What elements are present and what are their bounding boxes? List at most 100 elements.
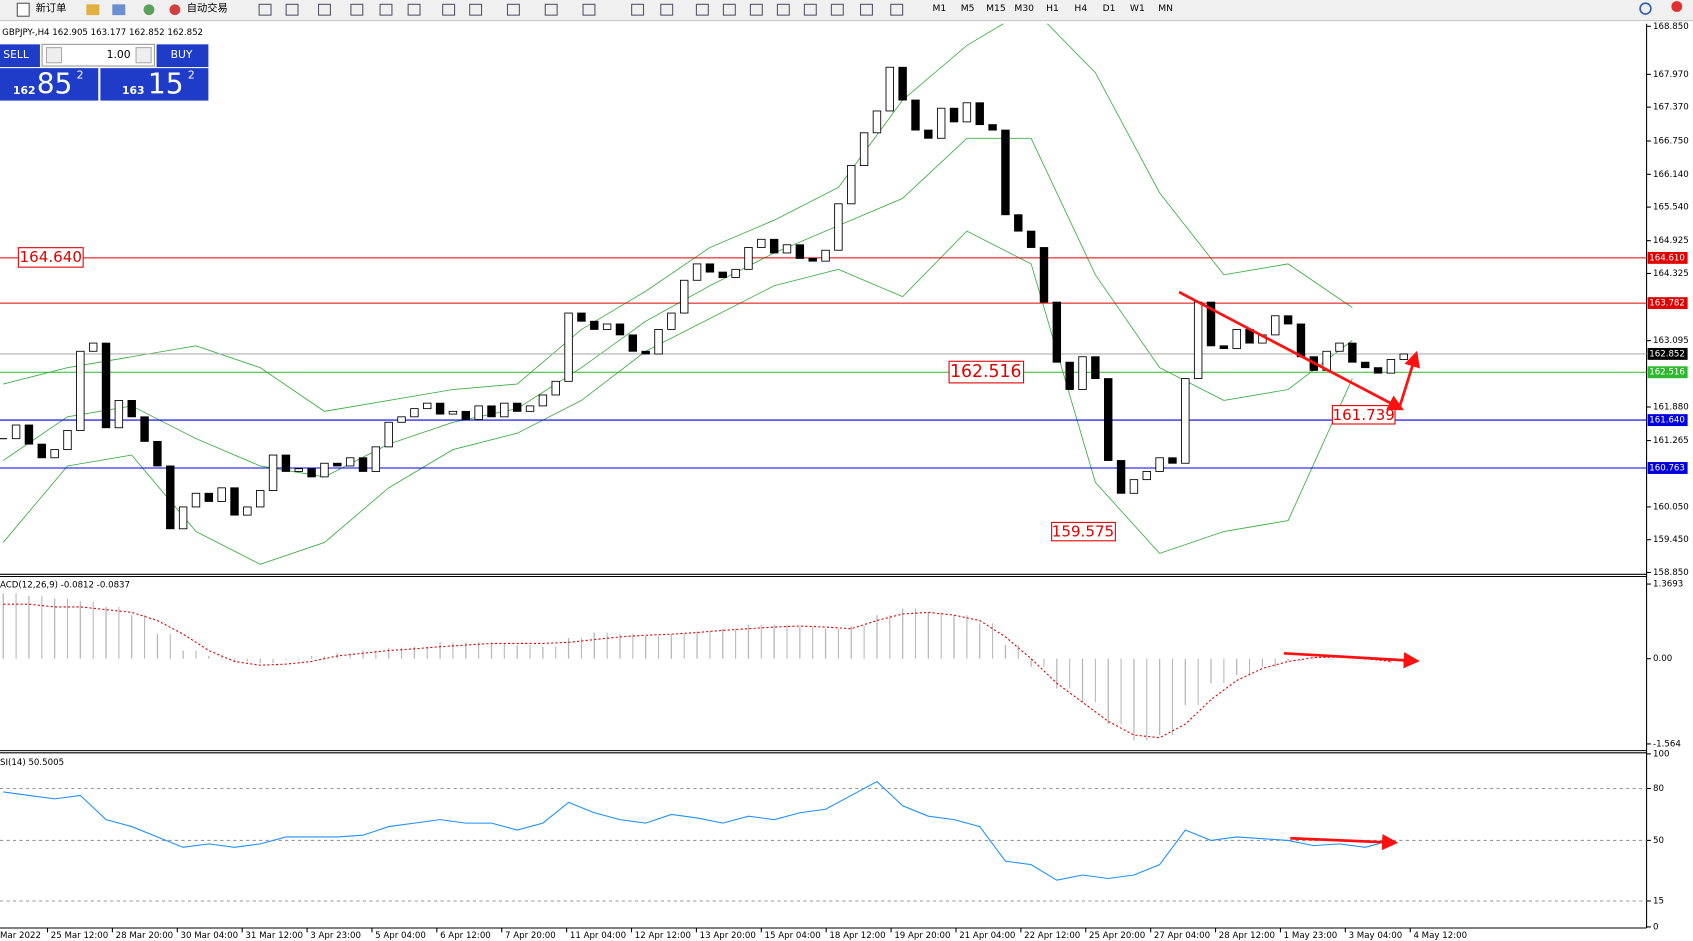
candle xyxy=(885,66,895,112)
candle xyxy=(615,323,625,336)
candle xyxy=(1271,315,1280,336)
candle xyxy=(127,400,136,418)
toolbar-icon[interactable] xyxy=(407,3,421,16)
auto-trading-icon[interactable] xyxy=(169,4,181,16)
level-price-label: 162.516 xyxy=(1649,368,1685,378)
annotation-box xyxy=(1331,405,1396,425)
y-tick-label: 166.750 xyxy=(1653,136,1689,146)
candle xyxy=(397,416,406,423)
candle xyxy=(782,244,792,254)
time-label: 4 May 12:00 xyxy=(1413,931,1467,941)
timeframe-button[interactable]: W1 xyxy=(1130,3,1145,14)
toolbar-icon[interactable] xyxy=(143,4,155,16)
candle xyxy=(744,247,753,270)
buy-button[interactable] xyxy=(156,44,209,68)
toolbar-icon[interactable] xyxy=(722,3,736,16)
toolbar-icon[interactable] xyxy=(544,3,558,16)
candle xyxy=(1206,301,1216,347)
toolbar-icon[interactable] xyxy=(695,3,709,16)
candle xyxy=(1104,378,1113,461)
toolbar-icon[interactable] xyxy=(803,3,817,16)
lot-input[interactable] xyxy=(41,43,155,67)
candle xyxy=(217,487,226,502)
y-tick-label: 1.3693 xyxy=(1653,580,1683,590)
candle xyxy=(307,468,316,478)
y-tick-label: 100 xyxy=(1653,749,1669,759)
timeframe-button[interactable]: MN xyxy=(1158,3,1173,14)
toolbar-icon[interactable] xyxy=(506,3,520,16)
toolbar-icon[interactable] xyxy=(830,3,844,16)
time-label: 3 Apr 23:00 xyxy=(310,931,361,941)
auto-trading-button[interactable]: 自动交易 xyxy=(187,2,228,15)
time-label: 13 Apr 20:00 xyxy=(700,931,756,941)
candle xyxy=(153,440,162,467)
toolbar-icon[interactable] xyxy=(890,3,904,16)
y-tick-label: 167.370 xyxy=(1653,103,1689,113)
time-label: Mar 2022 xyxy=(0,931,41,941)
toolbar-icon[interactable] xyxy=(469,3,483,16)
level-price-tag xyxy=(1647,462,1688,474)
candle xyxy=(166,465,175,530)
toolbar-icon[interactable] xyxy=(660,3,674,16)
toolbar-icon[interactable] xyxy=(582,3,596,16)
candle xyxy=(268,454,278,491)
timeframe-button[interactable]: M1 xyxy=(932,3,946,14)
toolbar-icon[interactable] xyxy=(776,3,790,16)
level-price-tag xyxy=(1647,366,1688,379)
lot-up[interactable] xyxy=(135,47,152,64)
toolbar-icon[interactable] xyxy=(749,3,763,16)
candle xyxy=(898,66,907,101)
candle xyxy=(474,405,483,420)
toolbar-icon[interactable] xyxy=(350,3,364,16)
candle xyxy=(423,402,432,410)
toolbar-icon[interactable] xyxy=(112,4,126,16)
plot-area xyxy=(2,593,1405,741)
candle xyxy=(1129,479,1139,494)
candle xyxy=(1039,247,1049,303)
buy-price-box[interactable] xyxy=(100,68,209,101)
sell-price-box[interactable] xyxy=(0,68,99,101)
timeframe-button[interactable]: M30 xyxy=(1014,3,1034,14)
candle xyxy=(577,312,586,322)
candle xyxy=(988,124,997,131)
lot-value[interactable]: 1.00 xyxy=(107,48,131,61)
timeframe-button[interactable]: H4 xyxy=(1074,3,1087,14)
toolbar-icon[interactable] xyxy=(285,3,299,16)
candle xyxy=(1335,342,1344,352)
timeframe-button[interactable]: H1 xyxy=(1046,3,1059,14)
candle xyxy=(551,380,560,396)
timeframe-button[interactable]: M15 xyxy=(986,3,1006,14)
search-icon[interactable] xyxy=(1639,2,1652,15)
candle xyxy=(769,238,779,254)
sell-price-main: 85 xyxy=(37,67,73,100)
sell-button[interactable] xyxy=(0,44,40,68)
toolbar-icon[interactable] xyxy=(379,3,393,16)
new-order-button[interactable]: 新订单 xyxy=(36,2,67,15)
candle xyxy=(435,402,445,415)
buy-label[interactable]: BUY xyxy=(171,48,193,61)
toolbar-icon[interactable] xyxy=(442,3,456,16)
notification-icon[interactable] xyxy=(1671,1,1683,12)
candle xyxy=(50,449,59,459)
sell-label[interactable]: SELL xyxy=(3,48,29,61)
toolbar-icon[interactable] xyxy=(631,3,645,16)
annotation: 162.516 xyxy=(950,362,1021,382)
sell-price-big: 162 xyxy=(13,84,36,97)
candle xyxy=(500,402,509,418)
toolbar-icon[interactable] xyxy=(86,4,100,16)
toolbar-icon[interactable] xyxy=(859,3,873,16)
level-price-label: 163.782 xyxy=(1649,299,1685,309)
y-tick-label: 168.850 xyxy=(1653,22,1689,32)
toolbar-icon[interactable] xyxy=(258,3,272,16)
candle xyxy=(11,424,21,440)
toolbar-icon[interactable] xyxy=(317,3,331,16)
new-order-icon[interactable] xyxy=(16,2,30,17)
annotation: 161.739 xyxy=(1332,406,1394,424)
timeframe-button[interactable]: D1 xyxy=(1103,3,1116,14)
lot-down[interactable] xyxy=(45,47,63,64)
time-label: 7 Apr 20:00 xyxy=(505,931,556,941)
timeframe-button[interactable]: M5 xyxy=(961,3,975,14)
candle xyxy=(667,312,676,330)
candle xyxy=(1373,367,1383,374)
plot-area xyxy=(0,780,1647,902)
